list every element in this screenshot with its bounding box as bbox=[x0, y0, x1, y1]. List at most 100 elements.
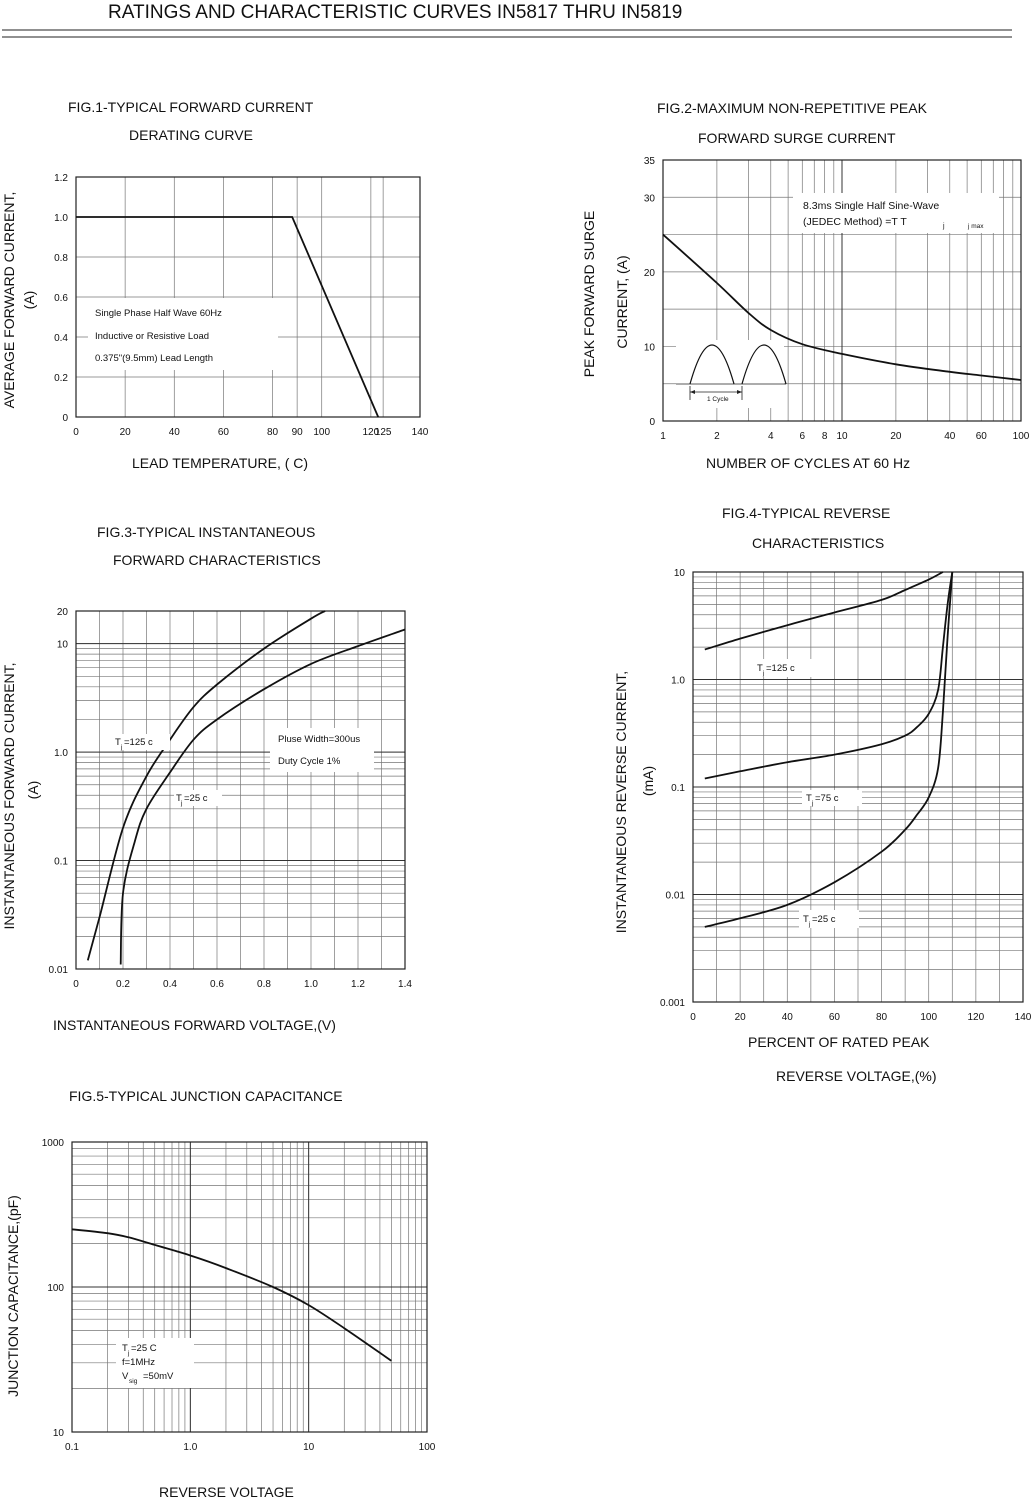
fig2-series-1-line bbox=[662, 233, 1022, 381]
fig2-x-tick-label: 100 bbox=[1013, 431, 1030, 442]
fig5-chart: FIG.5-TYPICAL JUNCTION CAPACITANCE REVER… bbox=[5, 1088, 436, 1500]
fig1-grid bbox=[76, 177, 420, 417]
fig4-x-label-line1: PERCENT OF RATED PEAK bbox=[748, 1034, 930, 1050]
fig1-series-1-line bbox=[76, 216, 380, 418]
fig1-y-tick-label: 0.2 bbox=[54, 373, 68, 384]
fig2-x-label: NUMBER OF CYCLES AT 60 Hz bbox=[706, 455, 910, 471]
fig3-x-tick-label: 1.4 bbox=[398, 979, 412, 990]
fig5-frame bbox=[71, 1141, 428, 1433]
fig4-x-tick-label: 80 bbox=[876, 1012, 888, 1023]
fig1-x-label: LEAD TEMPERATURE, ( C) bbox=[132, 455, 308, 471]
fig5-x-tick-label: 10 bbox=[303, 1442, 315, 1453]
fig5-y-tick-label: 10 bbox=[53, 1428, 65, 1439]
fig5-note-f: f=1MHz bbox=[122, 1357, 155, 1368]
fig4-x-tick-label: 20 bbox=[735, 1012, 747, 1023]
fig1-title-line1: FIG.1-TYPICAL FORWARD CURRENT bbox=[68, 99, 314, 115]
fig2-y-tick-label: 0 bbox=[649, 417, 655, 428]
fig3-frame bbox=[75, 610, 406, 970]
fig2-note-2: (JEDEC Method) =T T bbox=[803, 216, 907, 228]
fig2-y-tick-label: 35 bbox=[644, 156, 656, 167]
fig3-x-label: INSTANTANEOUS FORWARD VOLTAGE,(V) bbox=[53, 1017, 336, 1033]
fig3-plot-area: 0 0.2 0.4 0.6 0.8 1.0 1.2 1.4 0.01 0.1 1.0 10 20 bbox=[49, 607, 413, 990]
fig5-y-tick-label: 1000 bbox=[42, 1138, 65, 1149]
fig5-note-v: V bbox=[122, 1371, 129, 1382]
fig4-title-line2: CHARACTERISTICS bbox=[752, 535, 884, 551]
fig2-y-tick-label: 30 bbox=[644, 193, 656, 204]
fig3-series-1-line bbox=[86, 610, 326, 961]
fig4-label-125-sub: j bbox=[762, 670, 764, 677]
fig1-y-label-line2: (A) bbox=[21, 291, 37, 310]
fig3-label-125-val: =125 c bbox=[124, 737, 153, 748]
fig2-title-line2: FORWARD SURGE CURRENT bbox=[698, 130, 896, 146]
fig1-y-tick-label: 1.0 bbox=[54, 213, 68, 224]
fig5-note-v-sub: sig bbox=[129, 1378, 138, 1385]
fig4-x-tick-label: 0 bbox=[690, 1012, 696, 1023]
fig3-y-tick-label: 0.01 bbox=[49, 965, 69, 976]
fig4-y-label-line1: INSTANTANEOUS REVERSE CURRENT, bbox=[613, 671, 629, 933]
fig2-note-box: 8.3ms Single Half Sine-Wave (JEDEC Metho… bbox=[793, 193, 999, 233]
fig4-label-125-val: =125 c bbox=[766, 663, 795, 674]
fig1-x-tick-label: 140 bbox=[412, 427, 429, 438]
fig3-x-tick-label: 0 bbox=[73, 979, 79, 990]
fig1-y-tick-label: 0.4 bbox=[54, 333, 68, 344]
fig2-sine-inset: 1 Cycle bbox=[676, 340, 787, 408]
fig2-y-tick-label: 10 bbox=[644, 342, 656, 353]
fig4-y-tick-label: 0.01 bbox=[666, 891, 686, 902]
fig5-x-tick-label: 1.0 bbox=[183, 1442, 197, 1453]
fig3-y-tick-label: 0.1 bbox=[54, 857, 68, 868]
fig2-x-tick-label: 1 bbox=[660, 431, 666, 442]
fig5-note-box: T j =25 C f=1MHz V sig =50mV bbox=[116, 1338, 194, 1388]
fig3-x-tick-label: 0.8 bbox=[257, 979, 271, 990]
fig4-label-75-val: =75 c bbox=[815, 793, 839, 804]
fig5-x-tick-label: 100 bbox=[419, 1442, 436, 1453]
fig5-note-t-sub: j bbox=[127, 1350, 129, 1357]
fig2-x-tick-label: 60 bbox=[976, 431, 988, 442]
fig4-x-tick-label: 60 bbox=[829, 1012, 841, 1023]
fig1-chart: FIG.1-TYPICAL FORWARD CURRENT DERATING C… bbox=[1, 99, 429, 471]
fig2-note-1: 8.3ms Single Half Sine-Wave bbox=[803, 200, 939, 212]
fig4-series-2-line bbox=[704, 571, 954, 780]
fig3-grid bbox=[76, 611, 405, 969]
fig1-note-box: Single Phase Half Wave 60Hz Inductive or… bbox=[88, 298, 278, 370]
fig1-note-3: 0.375"(9.5mm) Lead Length bbox=[95, 353, 213, 364]
fig3-y-label-line1: INSTANTANEOUS FORWARD CURRENT, bbox=[1, 662, 17, 929]
fig4-y-tick-label: 1.0 bbox=[671, 676, 685, 687]
fig1-y-tick-label: 0.8 bbox=[54, 253, 68, 264]
fig2-cycle-label: 1 Cycle bbox=[707, 396, 729, 403]
fig4-label-75: T j =75 c bbox=[802, 790, 862, 807]
fig5-grid bbox=[72, 1142, 427, 1432]
fig4-label-75-sub: j bbox=[811, 800, 813, 807]
fig3-y-tick-label: 1.0 bbox=[54, 748, 68, 759]
fig4-y-tick-label: 10 bbox=[674, 568, 686, 579]
fig2-x-tick-label: 8 bbox=[822, 431, 828, 442]
fig2-x-tick-label: 10 bbox=[836, 431, 848, 442]
fig4-x-label-line2: REVERSE VOLTAGE,(%) bbox=[776, 1068, 937, 1084]
fig4-plot-area: 0 20 40 60 80 100 120 140 0.001 0.01 0.1 1.0 10 bbox=[660, 568, 1032, 1023]
fig1-x-tick-label: 100 bbox=[313, 427, 330, 438]
fig3-label-25: T j =25 c bbox=[174, 790, 222, 807]
fig3-note-1: Pluse Width=300us bbox=[278, 734, 360, 745]
fig2-y-label-line2: CURRENT, (A) bbox=[614, 255, 630, 348]
fig4-series-1-line bbox=[704, 571, 944, 651]
fig4-label-125: T j =125 c bbox=[754, 659, 818, 677]
fig1-y-tick-label: 0.6 bbox=[54, 293, 68, 304]
fig4-x-tick-label: 120 bbox=[968, 1012, 985, 1023]
fig3-series-2-line bbox=[119, 628, 406, 965]
fig1-x-tick-label: 0 bbox=[73, 427, 79, 438]
fig5-y-tick-label: 100 bbox=[47, 1283, 64, 1294]
fig3-chart: FIG.3-TYPICAL INSTANTANEOUS FORWARD CHAR… bbox=[1, 524, 412, 1033]
fig3-x-tick-label: 0.4 bbox=[163, 979, 177, 990]
fig2-note-sub-j: j bbox=[942, 223, 945, 230]
fig1-y-tick-label: 0 bbox=[62, 413, 68, 424]
fig1-note-2: Inductive or Resistive Load bbox=[95, 331, 209, 342]
fig1-x-tick-label: 125 bbox=[375, 427, 392, 438]
fig3-note-2: Duty Cycle 1% bbox=[278, 756, 341, 767]
fig2-x-tick-label: 6 bbox=[800, 431, 806, 442]
fig1-y-tick-label: 1.2 bbox=[54, 173, 68, 184]
fig3-x-tick-label: 0.6 bbox=[210, 979, 224, 990]
fig4-label-25-val: =25 c bbox=[812, 914, 836, 925]
fig3-title-line1: FIG.3-TYPICAL INSTANTANEOUS bbox=[97, 524, 315, 540]
fig3-y-label-line2: (A) bbox=[25, 781, 41, 800]
fig3-label-25-sub: j bbox=[180, 800, 182, 807]
